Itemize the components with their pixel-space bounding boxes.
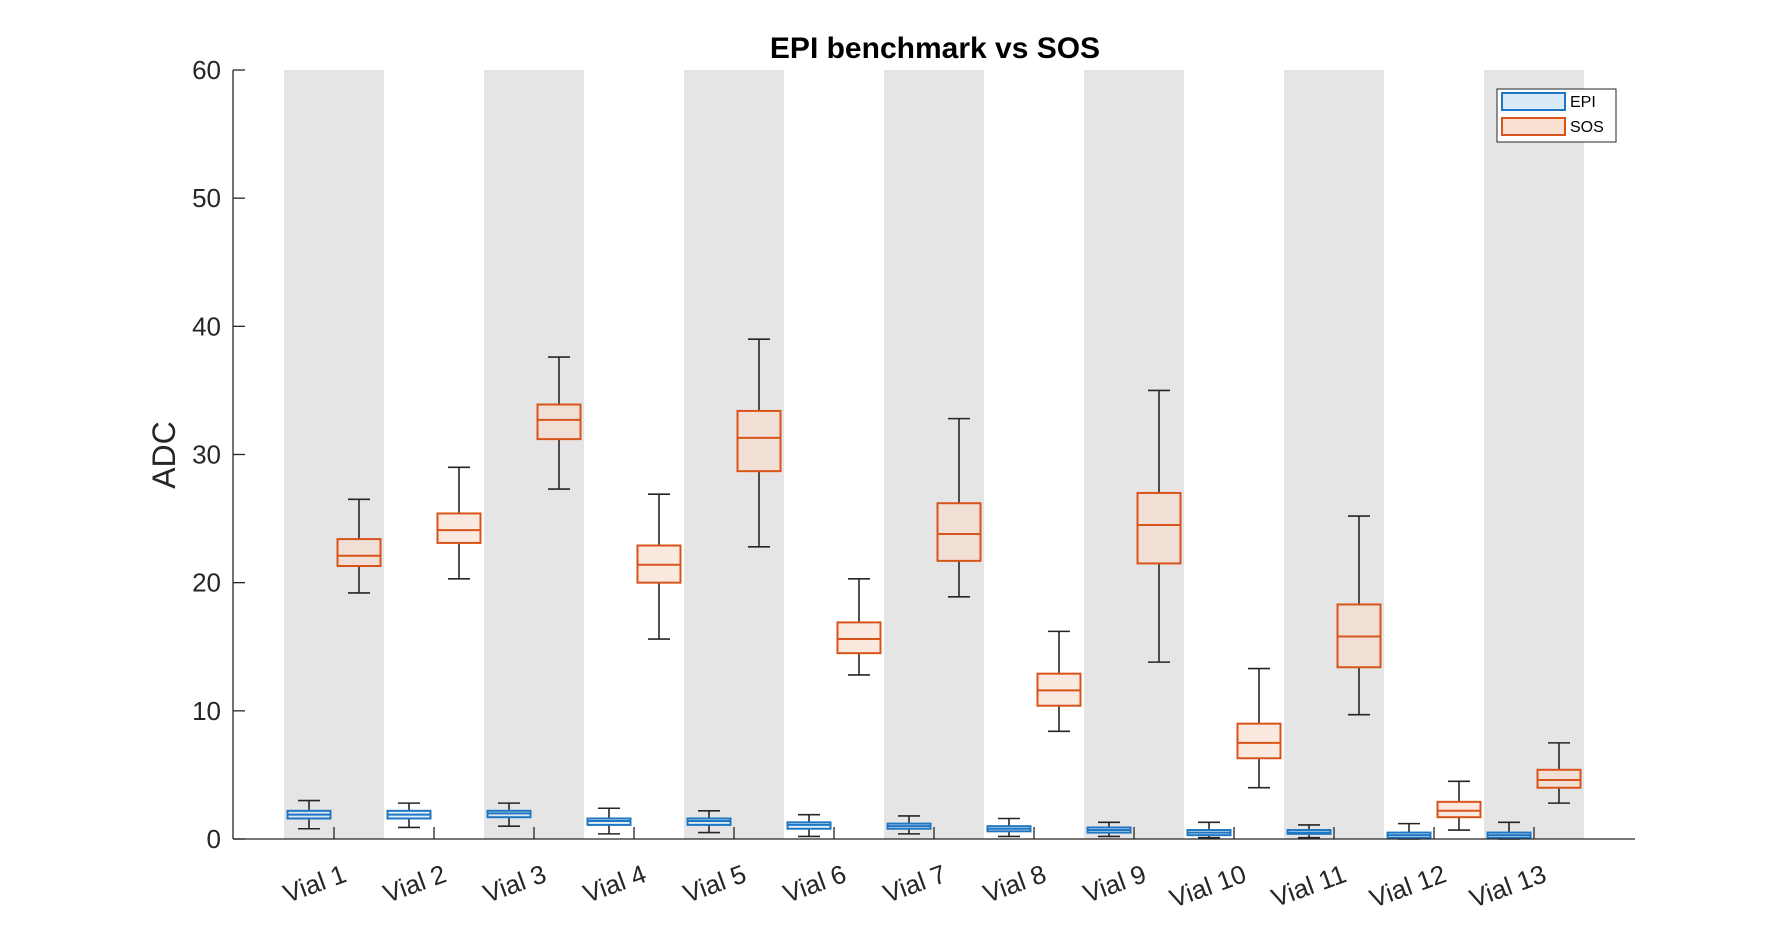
box-epi [286, 799, 332, 830]
box-epi [886, 815, 932, 835]
x-tick-label: Vial 7 [879, 858, 950, 908]
iqr-box [536, 403, 582, 441]
box-epi [1086, 821, 1132, 838]
box-sos [636, 493, 682, 640]
iqr-box [836, 621, 882, 655]
shade-band [284, 70, 384, 839]
shade-band [884, 70, 984, 839]
iqr-box [936, 502, 982, 562]
y-axis-label: ADC [146, 421, 182, 489]
box-epi [486, 802, 532, 827]
x-tick-label: Vial 11 [1267, 858, 1350, 913]
box-sos [1236, 667, 1282, 789]
x-tick-label: Vial 8 [979, 858, 1050, 908]
legend-label-sos: SOS [1570, 119, 1604, 136]
y-tick-label: 10 [192, 696, 221, 726]
x-tick-label: Vial 10 [1166, 858, 1251, 913]
box-sos [1036, 630, 1082, 733]
box-epi [386, 802, 432, 829]
x-tick-label: Vial 2 [379, 858, 450, 908]
y-tick-label: 60 [192, 55, 221, 85]
box-epi [1286, 824, 1332, 839]
shade-band [484, 70, 584, 839]
box-epi [1386, 822, 1432, 840]
box-plots [286, 338, 1582, 840]
iqr-box [1236, 722, 1282, 760]
legend-swatch-epi [1501, 92, 1566, 111]
box-epi [786, 813, 832, 838]
box-epi [1186, 821, 1232, 839]
x-tick-label: Vial 6 [779, 858, 850, 908]
legend-swatch-sos [1501, 117, 1566, 136]
box-epi [686, 810, 732, 834]
box-sos [1336, 515, 1382, 716]
box-sos [436, 466, 482, 580]
category-shading [284, 70, 1584, 839]
iqr-box [436, 512, 482, 544]
shade-band [1284, 70, 1384, 839]
legend-label-epi: EPI [1570, 94, 1596, 111]
box-sos [836, 578, 882, 676]
iqr-box [336, 538, 382, 568]
x-tick-label: Vial 9 [1079, 858, 1150, 908]
shade-band [1484, 70, 1584, 839]
box-epi [986, 817, 1032, 838]
box-sos [936, 417, 982, 598]
x-tick-label: Vial 5 [679, 858, 750, 908]
y-tick-label: 30 [192, 440, 221, 470]
box-sos [536, 356, 582, 490]
y-tick-label: 0 [207, 824, 221, 854]
x-ticks: Vial 1 Vial 2 Vial 3 Vial 4 Vial 5 Vial 6 Vial… [279, 827, 1550, 914]
iqr-box [1436, 800, 1482, 819]
x-tick-label: Vial 3 [479, 858, 550, 908]
y-ticks: 0 10 20 30 40 50 60 [192, 55, 245, 854]
box-sos [736, 338, 782, 548]
chart-title: EPI benchmark vs SOS [770, 32, 1100, 65]
box-sos [1436, 780, 1482, 831]
iqr-box [1136, 491, 1182, 565]
y-tick-label: 20 [192, 568, 221, 598]
shade-band [1084, 70, 1184, 839]
y-tick-label: 40 [192, 311, 221, 341]
x-tick-label: Vial 4 [579, 858, 650, 908]
x-tick-label: Vial 1 [279, 858, 350, 908]
box-sos [1136, 389, 1182, 663]
iqr-box [736, 409, 782, 473]
x-tick-label: Vial 12 [1366, 858, 1451, 913]
y-tick-label: 50 [192, 183, 221, 213]
box-sos [336, 498, 382, 594]
legend: EPI SOS [1496, 88, 1617, 143]
box-sos [1536, 742, 1582, 804]
x-tick-label: Vial 13 [1466, 858, 1551, 913]
iqr-box [1536, 768, 1582, 789]
box-epi [586, 807, 632, 835]
